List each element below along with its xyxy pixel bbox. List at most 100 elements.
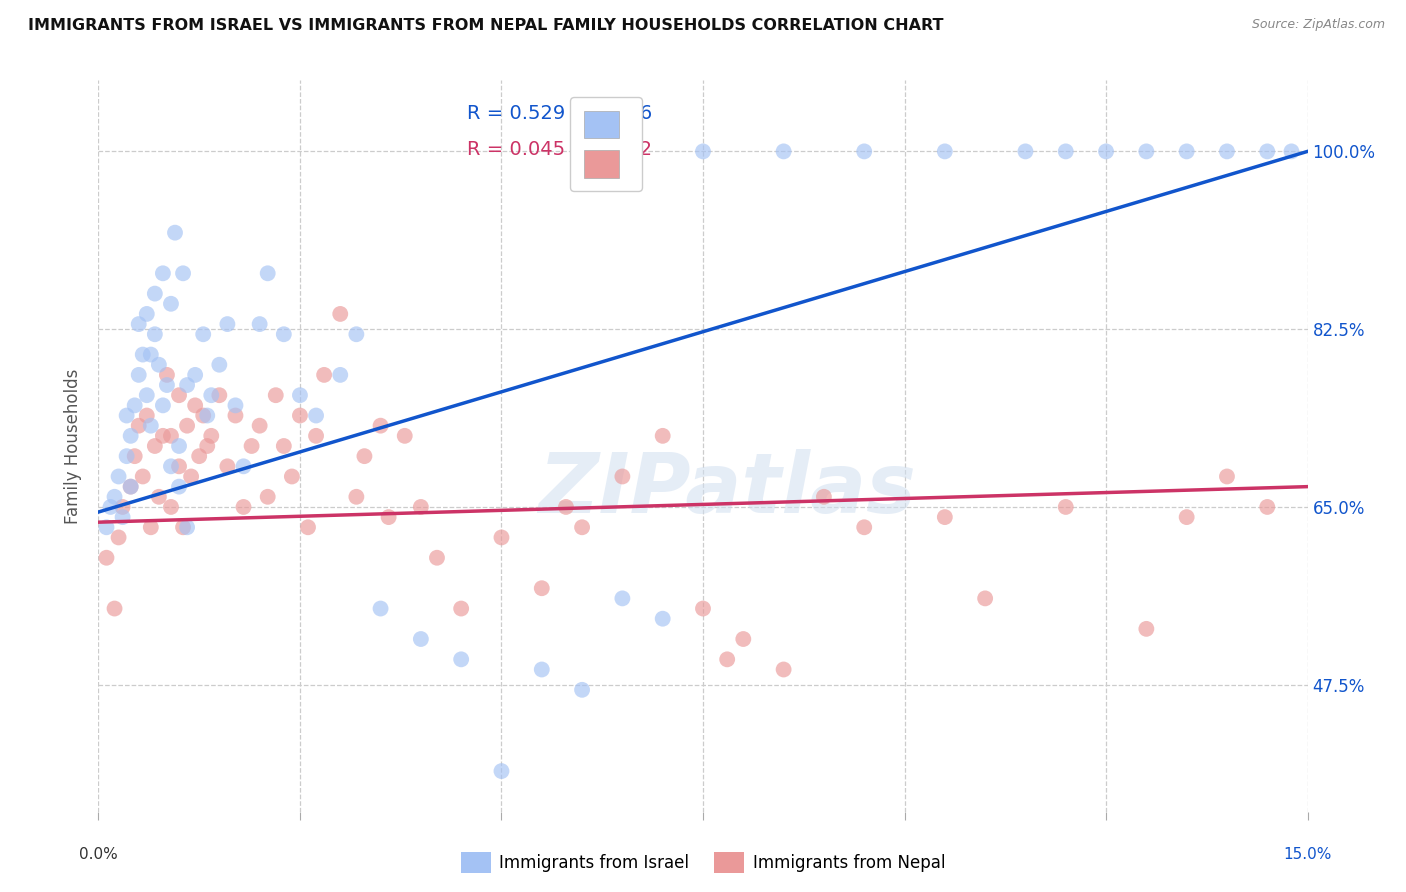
Point xyxy=(148,358,170,372)
Point xyxy=(1135,622,1157,636)
Point xyxy=(128,368,150,382)
Point xyxy=(143,439,166,453)
Text: ZIPatlas: ZIPatlas xyxy=(538,450,917,531)
Point xyxy=(1054,145,1077,159)
Point xyxy=(281,469,304,483)
Point xyxy=(176,520,198,534)
Point xyxy=(184,368,207,382)
Point xyxy=(224,409,246,423)
Point xyxy=(135,409,157,423)
Point xyxy=(172,520,194,534)
Point xyxy=(107,530,129,544)
Point xyxy=(612,469,634,483)
Point xyxy=(160,500,183,514)
Point xyxy=(256,490,278,504)
Point xyxy=(96,550,118,565)
Point xyxy=(107,469,129,483)
Point xyxy=(329,368,352,382)
Point xyxy=(772,663,794,677)
Point xyxy=(612,591,634,606)
Point xyxy=(152,429,174,443)
Point xyxy=(232,500,254,514)
Point xyxy=(167,388,190,402)
Point xyxy=(139,418,162,433)
Point xyxy=(1216,145,1239,159)
Point xyxy=(111,510,134,524)
Point xyxy=(394,429,416,443)
Point xyxy=(152,266,174,280)
Point xyxy=(571,520,593,534)
Point xyxy=(124,449,146,463)
Point xyxy=(240,439,263,453)
Text: IMMIGRANTS FROM ISRAEL VS IMMIGRANTS FROM NEPAL FAMILY HOUSEHOLDS CORRELATION CH: IMMIGRANTS FROM ISRAEL VS IMMIGRANTS FRO… xyxy=(28,18,943,33)
Point xyxy=(273,439,295,453)
Point xyxy=(344,490,367,504)
Point xyxy=(651,429,673,443)
Point xyxy=(208,388,231,402)
Point xyxy=(934,510,956,524)
Point xyxy=(100,500,122,514)
Point xyxy=(103,601,125,615)
Point xyxy=(200,429,222,443)
Point xyxy=(450,601,472,615)
Point xyxy=(288,388,311,402)
Point xyxy=(184,398,207,412)
Point xyxy=(200,388,222,402)
Point xyxy=(167,439,190,453)
Point xyxy=(692,145,714,159)
Point xyxy=(128,317,150,331)
Point xyxy=(139,348,162,362)
Point xyxy=(132,469,155,483)
Point xyxy=(224,398,246,412)
Point xyxy=(180,469,202,483)
Y-axis label: Family Households: Family Households xyxy=(65,368,83,524)
Point xyxy=(148,490,170,504)
Point xyxy=(1256,145,1278,159)
Point xyxy=(1135,145,1157,159)
Point xyxy=(163,226,186,240)
Point xyxy=(409,500,432,514)
Text: R = 0.045   N = 72: R = 0.045 N = 72 xyxy=(467,140,652,160)
Point xyxy=(217,459,239,474)
Point xyxy=(96,520,118,534)
Legend: , : , xyxy=(571,97,643,191)
Text: Source: ZipAtlas.com: Source: ZipAtlas.com xyxy=(1251,18,1385,31)
Point xyxy=(555,500,578,514)
Point xyxy=(305,429,328,443)
Point xyxy=(232,459,254,474)
Point xyxy=(813,490,835,504)
Point xyxy=(491,530,513,544)
Point xyxy=(571,682,593,697)
Point xyxy=(329,307,352,321)
Point xyxy=(120,480,142,494)
Point xyxy=(651,612,673,626)
Point xyxy=(115,449,138,463)
Point xyxy=(188,449,211,463)
Point xyxy=(716,652,738,666)
Point xyxy=(124,398,146,412)
Point xyxy=(132,348,155,362)
Point xyxy=(115,409,138,423)
Point xyxy=(853,520,876,534)
Point xyxy=(934,145,956,159)
Point xyxy=(152,398,174,412)
Point xyxy=(193,327,215,342)
Point xyxy=(264,388,287,402)
Point xyxy=(120,429,142,443)
Point xyxy=(167,480,190,494)
Point xyxy=(370,418,392,433)
Point xyxy=(143,286,166,301)
Point xyxy=(156,368,179,382)
Point xyxy=(314,368,336,382)
Point xyxy=(193,409,215,423)
Point xyxy=(160,297,183,311)
Point xyxy=(491,764,513,778)
Point xyxy=(160,429,183,443)
Point xyxy=(120,480,142,494)
Legend: Immigrants from Israel, Immigrants from Nepal: Immigrants from Israel, Immigrants from … xyxy=(454,846,952,880)
Point xyxy=(1095,145,1118,159)
Point xyxy=(217,317,239,331)
Point xyxy=(111,500,134,514)
Point xyxy=(176,418,198,433)
Point xyxy=(103,490,125,504)
